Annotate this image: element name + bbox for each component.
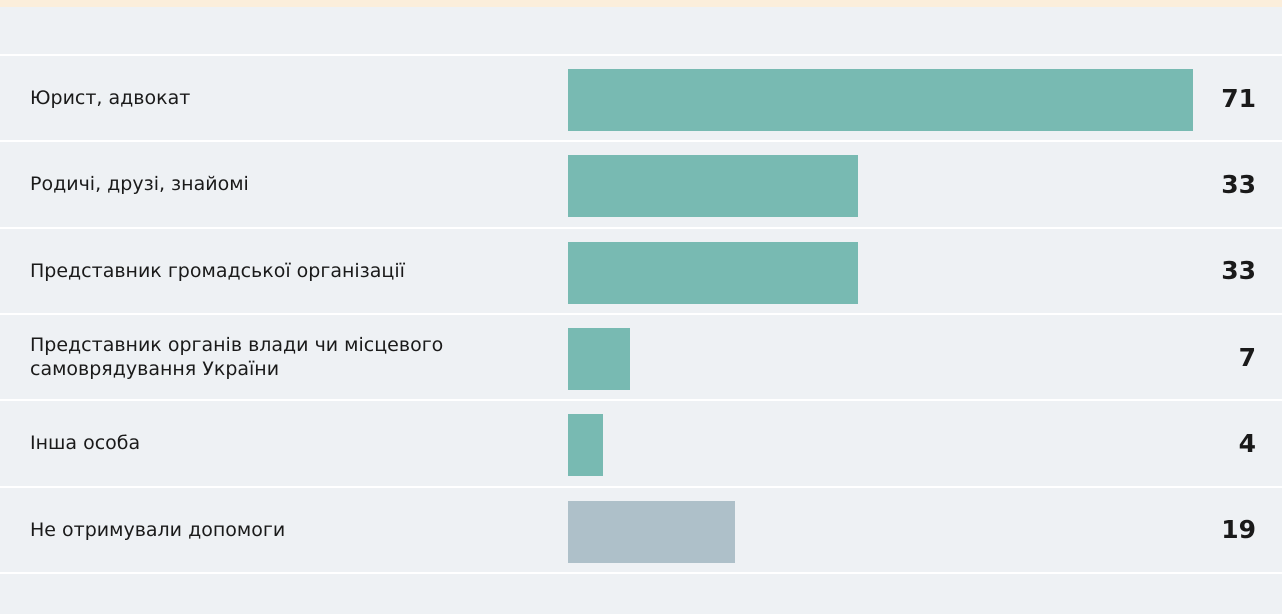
- bar: [568, 414, 604, 477]
- row-separator: [0, 312, 1282, 315]
- value-label: 7: [1238, 342, 1256, 372]
- category-label: Представник громадської організації: [30, 259, 405, 282]
- category-label: Інша особа: [30, 432, 141, 455]
- category-label: Не отримували допомоги: [30, 518, 286, 541]
- value-label: 71: [1221, 83, 1256, 113]
- value-label: 19: [1221, 515, 1256, 545]
- row-separator: [0, 399, 1282, 402]
- bar: [568, 155, 859, 218]
- row-separator: [0, 54, 1282, 56]
- bar: [568, 500, 736, 563]
- row-separator: [0, 140, 1282, 143]
- category-label: Юрист, адвокат: [30, 87, 191, 110]
- row-separator: [0, 485, 1282, 488]
- value-label: 4: [1238, 428, 1256, 458]
- bar: [568, 69, 1193, 131]
- category-label: Представник органів влади чи місцевого с…: [30, 334, 444, 381]
- value-label: 33: [1221, 256, 1256, 286]
- row-separator: [0, 226, 1282, 229]
- bar: [568, 327, 630, 390]
- top-band: [0, 0, 1282, 7]
- value-label: 33: [1221, 169, 1256, 199]
- category-label: Родичі, друзі, знайомі: [30, 173, 249, 196]
- row-separator: [0, 571, 1282, 574]
- bar: [568, 241, 859, 304]
